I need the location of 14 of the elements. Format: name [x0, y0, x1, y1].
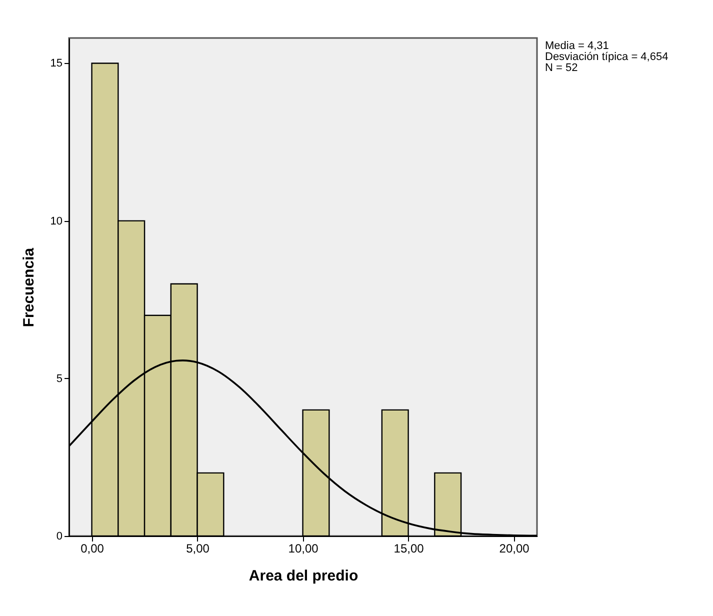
- y-tick-label: 10: [50, 215, 62, 228]
- x-tick-label: 5,00: [186, 542, 210, 556]
- y-tick-label: 15: [50, 58, 62, 70]
- text: Desviación típica = 4,654: [545, 51, 668, 63]
- y-axis-title: Frecuencia: [20, 247, 38, 328]
- x-tick-label: 20,00: [499, 542, 530, 556]
- text: Media = 4,31: [545, 40, 609, 52]
- y-tick-label: 0: [56, 530, 62, 542]
- y-tick-label: 5: [56, 372, 62, 385]
- x-tick-label: 10,00: [288, 542, 319, 556]
- x-axis-title: Area del predio: [248, 568, 358, 584]
- x-tick-label: 15,00: [394, 542, 424, 556]
- x-tick-label: 0,00: [80, 542, 104, 556]
- text: N = 52: [545, 62, 578, 74]
